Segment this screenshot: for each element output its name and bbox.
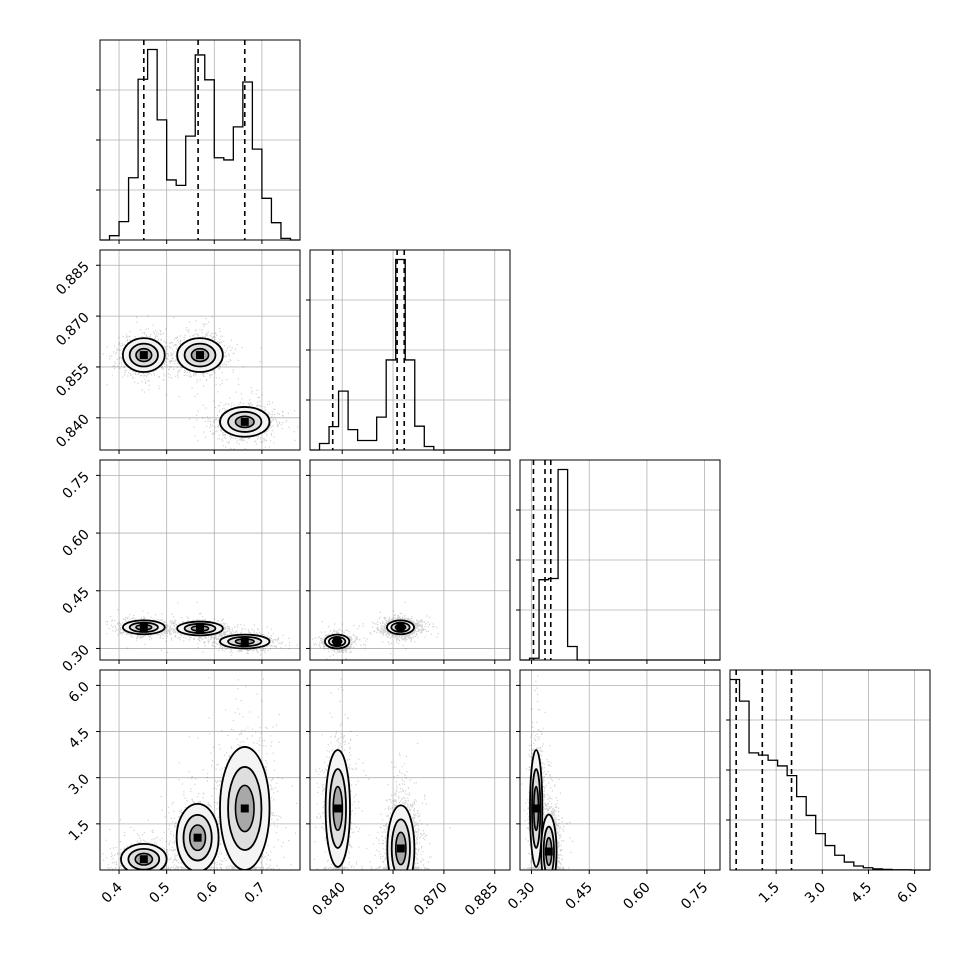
density-peak [544,847,553,856]
y-tick-label: 0.60 [59,527,92,560]
density-peak [139,855,148,864]
panel-frame [519,459,721,661]
x-tick-label: 4.5 [848,880,875,907]
histogram-panel-0 [96,39,301,244]
panel-frame [309,459,511,661]
panel-frame [519,669,721,871]
scatter-panel-0-2: 0.30 0.45 0.60 0.75 [59,459,301,675]
panel-frame [99,669,301,871]
x-tick-label: 0.7 [242,880,269,907]
x-tick-label: 1.5 [756,880,783,907]
panel-frame [309,669,511,871]
y-tick-label: 1.5 [66,817,93,844]
y-tick-label: 0.885 [53,259,93,299]
x-tick-label: 0.840 [309,880,349,920]
x-tick-label: 0.5 [146,880,173,907]
density-peak [396,844,405,853]
x-tick-label: 0.4 [99,879,126,906]
y-tick-label: 6.0 [66,679,93,706]
panel-content [102,677,298,870]
panel-content [102,315,299,450]
density-peak [240,637,249,646]
histogram-panel-1 [306,249,511,454]
y-tick-label: 4.5 [66,725,93,752]
y-tick-label: 0.30 [59,642,92,675]
density-peak [240,417,249,426]
panel-frame [309,249,511,451]
density-peak [532,804,541,813]
x-tick-label: 0.75 [678,880,711,913]
density-peak [196,351,204,360]
x-tick-label: 6.0 [894,880,921,907]
x-tick-label: 0.45 [563,880,596,913]
density-peak [139,623,148,632]
y-tick-label: 0.75 [59,469,92,502]
y-tick-label: 0.45 [59,584,92,617]
histogram-step-line [100,48,300,241]
x-tick-label: 0.870 [411,880,451,920]
scatter-panel-2-3: 0.30 0.45 0.60 0.75 [505,669,721,913]
x-tick-label: 3.0 [802,880,829,907]
density-peak [139,351,148,360]
y-tick-label: 0.855 [53,360,93,400]
panel-content [310,678,451,870]
panel-content [100,601,298,656]
density-peak [240,804,249,813]
density-peak [333,804,342,813]
panel-content [520,675,574,870]
x-tick-label: 0.60 [620,880,653,913]
panel-frame [99,459,301,661]
histogram-panel-3: 1.5 3.0 4.5 6.0 [726,669,931,907]
y-tick-label: 0.840 [53,411,93,451]
scatter-panel-1-2 [306,459,511,664]
density-peak [196,624,204,633]
x-tick-label: 0.6 [194,879,221,906]
panel-content [310,601,439,660]
panel-frame [99,39,301,241]
scatter-panel-0-3: 0.4 0.5 0.6 0.7 1.5 3.0 4.5 6.0 [66,669,301,907]
histogram-panel-2 [516,459,721,664]
y-tick-label: 3.0 [66,771,93,798]
density-peak [333,637,342,646]
x-tick-label: 0.855 [360,880,400,920]
panel-frame [729,669,931,871]
panel-frame [99,249,301,451]
scatter-panel-0-1: 0.840 0.855 0.870 0.885 [53,249,301,454]
x-tick-label: 0.885 [462,880,502,920]
y-tick-label: 0.870 [53,310,93,350]
density-peak [193,833,202,842]
density-peak [396,623,405,632]
x-tick-label: 0.30 [505,880,538,913]
